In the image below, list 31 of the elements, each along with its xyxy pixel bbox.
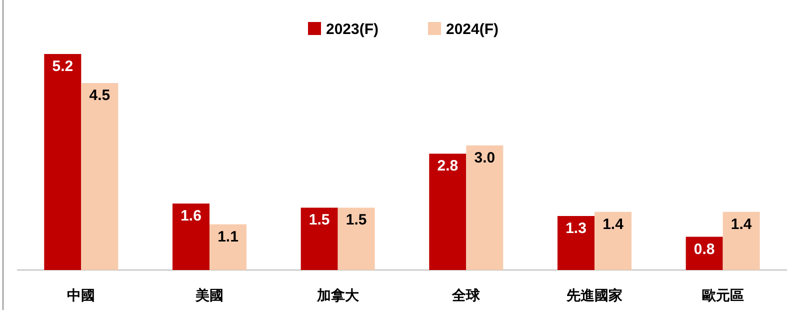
legend-label: 2024(F)	[446, 21, 499, 38]
bar	[466, 145, 504, 270]
bar	[81, 83, 118, 270]
legend-label: 2023(F)	[326, 21, 379, 38]
x-tick-label: 加拿大	[316, 287, 360, 303]
bar	[210, 224, 246, 270]
bar	[172, 204, 210, 270]
x-tick-label: 中國	[67, 287, 96, 303]
x-tick-label: 美國	[194, 287, 224, 303]
data-label: 1.5	[308, 212, 330, 229]
bar	[722, 212, 760, 270]
bar	[338, 208, 375, 270]
bar	[300, 208, 338, 270]
bar	[558, 216, 594, 270]
data-label: 1.4	[730, 216, 752, 233]
data-label: 3.0	[474, 149, 496, 166]
data-label: 2.8	[437, 158, 458, 175]
bar	[594, 212, 632, 270]
data-label: 1.6	[180, 208, 202, 225]
data-label: 5.2	[52, 58, 74, 75]
data-label: 1.5	[346, 212, 367, 229]
bar	[44, 54, 82, 270]
x-tick-label: 先進國家	[566, 287, 622, 303]
data-label: 0.8	[694, 240, 715, 258]
data-label: 4.5	[89, 87, 110, 104]
data-label: 1.3	[566, 220, 586, 237]
x-tick-label: 歐元區	[702, 287, 744, 303]
x-tick-label: 全球	[451, 287, 482, 303]
data-label: 1.1	[218, 228, 238, 246]
bar	[429, 154, 466, 270]
data-label: 1.4	[602, 216, 624, 233]
